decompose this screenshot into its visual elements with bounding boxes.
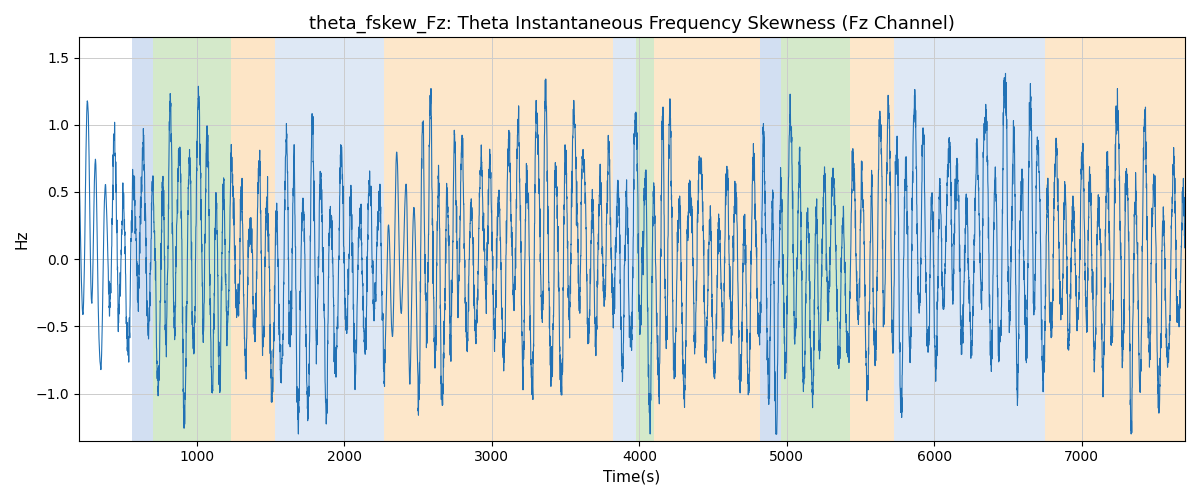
Bar: [851, 38, 894, 440]
Bar: [1045, 38, 1061, 440]
Bar: [384, 38, 613, 440]
Bar: [152, 38, 230, 440]
Title: theta_fskew_Fz: Theta Instantaneous Frequency Skewness (Fz Channel): theta_fskew_Fz: Theta Instantaneous Freq…: [310, 15, 955, 34]
Bar: [230, 38, 275, 440]
Bar: [613, 38, 636, 440]
Bar: [275, 38, 384, 440]
X-axis label: Time(s): Time(s): [604, 470, 660, 485]
Bar: [761, 38, 781, 440]
Bar: [1061, 38, 1186, 440]
Bar: [654, 38, 761, 440]
Bar: [781, 38, 851, 440]
Bar: [894, 38, 1045, 440]
Bar: [132, 38, 152, 440]
Y-axis label: Hz: Hz: [14, 230, 30, 249]
Bar: [636, 38, 654, 440]
